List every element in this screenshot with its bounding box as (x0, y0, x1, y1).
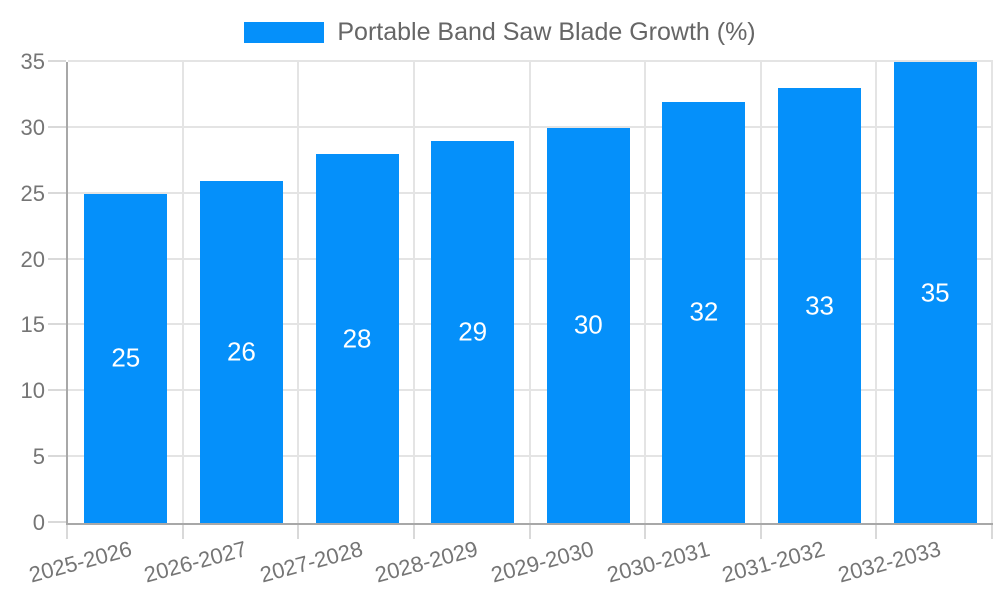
x-tick-mark (66, 525, 68, 539)
bar-value-label: 30 (573, 309, 603, 340)
v-gridline (991, 62, 993, 523)
h-gridline (68, 389, 993, 392)
y-tick-label: 15 (20, 312, 45, 338)
bar-2032-2033: 35 (893, 62, 977, 523)
v-gridline (528, 62, 531, 523)
h-gridline (68, 323, 993, 326)
h-gridline (68, 191, 993, 194)
bar-value-label: 28 (342, 323, 372, 354)
x-tick-mark (412, 525, 415, 539)
x-tick-label: 2028-2029 (372, 536, 481, 588)
x-tick-label: 2029-2030 (488, 536, 597, 588)
v-gridline (412, 62, 415, 523)
bar-value-label: 25 (111, 342, 141, 373)
x-tick-mark (297, 525, 300, 539)
x-tick-label: 2026-2027 (141, 536, 250, 588)
legend-swatch-icon (244, 21, 325, 43)
bar-value-label: 33 (805, 290, 835, 321)
y-tick-label: 20 (20, 246, 45, 272)
bar-2029-2030: 30 (546, 127, 630, 523)
legend[interactable]: Portable Band Saw Blade Growth (%) (0, 19, 1000, 45)
y-tick-mark (48, 521, 66, 523)
legend-label: Portable Band Saw Blade Growth (%) (337, 18, 756, 46)
bar-value-label: 26 (226, 336, 256, 367)
y-tick-label: 30 (20, 114, 45, 140)
v-gridline (759, 62, 762, 523)
y-tick-mark (48, 323, 66, 326)
x-tick-mark (991, 525, 993, 539)
bar-value-label: 32 (689, 296, 719, 327)
bar-2030-2031: 32 (662, 101, 746, 523)
x-tick-mark (644, 525, 647, 539)
bar-2026-2027: 26 (199, 180, 283, 523)
x-tick-mark (181, 525, 184, 539)
y-axis-line (66, 62, 68, 523)
h-gridline (68, 125, 993, 128)
y-tick-mark (48, 257, 66, 260)
v-gridline (644, 62, 647, 523)
bar-2025-2026: 25 (84, 193, 168, 523)
x-tick-mark (759, 525, 762, 539)
plot-area: 25 26 28 29 30 32 33 35 (48, 60, 993, 539)
y-tick-label: 0 (32, 510, 45, 535)
x-tick-label: 2030-2031 (604, 536, 713, 588)
y-tick-label: 25 (20, 180, 45, 206)
bar-2031-2032: 33 (778, 88, 862, 523)
y-tick-mark (48, 455, 66, 458)
v-gridline (875, 62, 878, 523)
x-axis-line (66, 523, 993, 525)
y-tick-label: 10 (20, 378, 45, 404)
x-tick-label: 2031-2032 (719, 536, 828, 588)
v-gridline (181, 62, 184, 523)
bar-value-label: 29 (458, 316, 488, 347)
x-tick-label: 2032-2033 (835, 536, 944, 588)
x-tick-mark (875, 525, 878, 539)
h-gridline (68, 455, 993, 458)
x-tick-label: 2025-2026 (25, 536, 135, 588)
bar-2028-2029: 29 (431, 141, 515, 523)
v-gridline (297, 62, 300, 523)
y-tick-mark (48, 389, 66, 392)
y-tick-label: 35 (20, 49, 45, 74)
y-tick-mark (48, 60, 66, 62)
h-gridline (68, 257, 993, 260)
h-gridline (68, 60, 993, 62)
x-tick-label: 2027-2028 (257, 536, 366, 588)
bar-value-label: 35 (920, 277, 950, 307)
y-tick-label: 5 (32, 444, 45, 470)
bar-2027-2028: 28 (315, 154, 399, 523)
y-tick-mark (48, 125, 66, 128)
x-tick-mark (528, 525, 531, 539)
y-tick-mark (48, 191, 66, 194)
